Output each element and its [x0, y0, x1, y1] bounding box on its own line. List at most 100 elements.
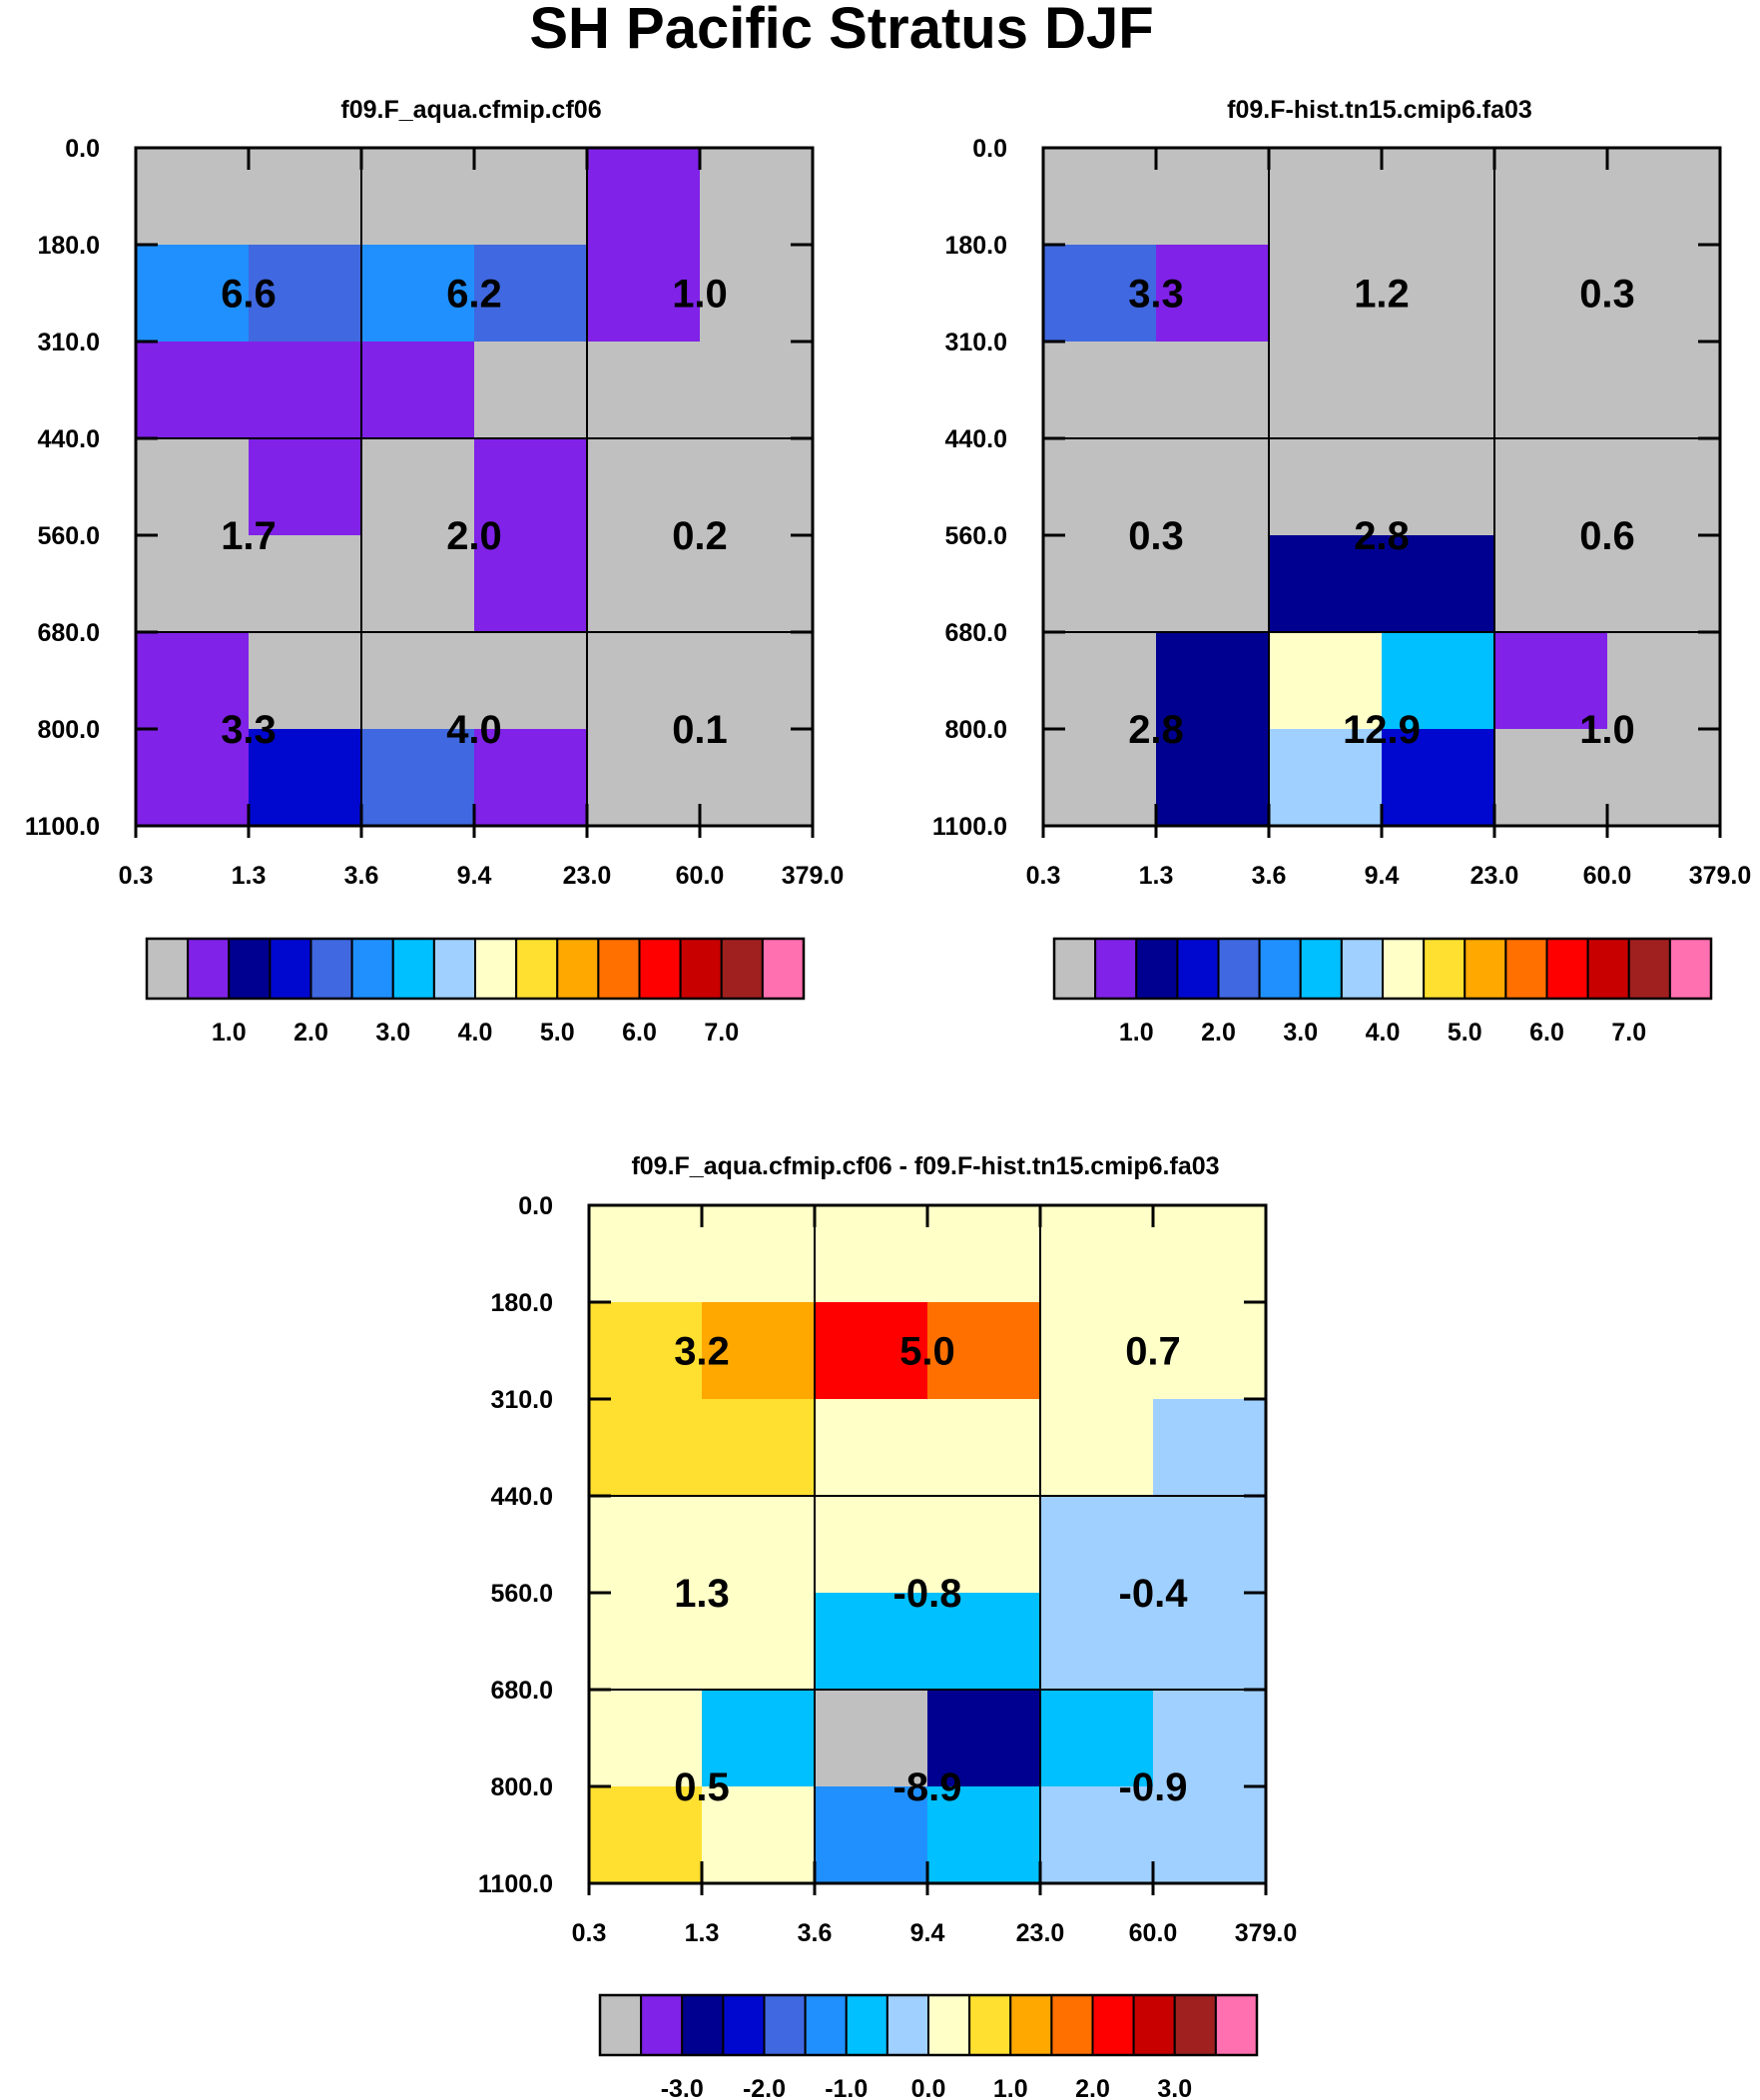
x-tick-label: 1.3: [685, 1919, 720, 1947]
panel-title: f09.F-hist.tn15.cmip6.fa03: [1227, 96, 1532, 124]
colorbar-swatch: [432, 938, 476, 1000]
heatmap-cell: [1494, 342, 1608, 439]
heatmap-cell: [927, 1593, 1041, 1691]
heatmap-cell: [702, 1690, 816, 1787]
y-tick-label: 1100.0: [932, 813, 1007, 841]
colorbar-swatch: [638, 938, 682, 1000]
heatmap-cell: [1043, 148, 1157, 198]
heatmap-cell: [1040, 1253, 1154, 1303]
heatmap-cell: [1153, 1496, 1267, 1594]
heatmap-cell: [702, 1496, 816, 1594]
x-tick-label: 60.0: [1583, 862, 1632, 890]
heatmap-cell: [136, 245, 250, 343]
cell-value-label: 1.7: [221, 514, 277, 558]
colorbar-swatch: [1627, 938, 1671, 1000]
y-tick-label: 440.0: [37, 425, 100, 453]
y-tick-label: 440.0: [490, 1483, 553, 1511]
x-tick-label: 23.0: [1470, 862, 1519, 890]
x-tick-label: 379.0: [1235, 1919, 1298, 1947]
heatmap-cell: [361, 342, 475, 439]
heatmap-cell: [815, 1786, 928, 1884]
heatmap-cell: [702, 1399, 816, 1497]
heatmap-cell: [1153, 1399, 1267, 1497]
colorbar-label: -2.0: [743, 2075, 786, 2100]
colorbar-label: 3.0: [1283, 1019, 1318, 1047]
heatmap-cell: [589, 1399, 703, 1497]
colorbar-swatch: [228, 938, 272, 1000]
heatmap-cell: [1153, 1690, 1267, 1787]
heatmap-cell: [136, 196, 250, 246]
x-tick-label: 379.0: [782, 862, 845, 890]
heatmap-cell: [815, 1690, 928, 1787]
heatmap-cell: [1269, 148, 1383, 198]
heatmap-cell: [136, 148, 250, 198]
heatmap-cell: [1494, 148, 1608, 198]
heatmap-cell: [361, 245, 475, 343]
heatmap-cell: [587, 342, 701, 439]
x-tick-label: 60.0: [676, 862, 725, 890]
heatmap-cell: [249, 729, 362, 827]
heatmap-cell: [1040, 1496, 1154, 1594]
cell-value-label: 1.0: [672, 273, 728, 317]
x-tick-label: 60.0: [1129, 1919, 1178, 1947]
colorbar-swatch: [681, 1994, 725, 2056]
colorbar-swatch: [556, 938, 600, 1000]
colorbar-label: 7.0: [1611, 1019, 1646, 1047]
heatmap-cell: [700, 342, 814, 439]
heatmap-cell: [587, 729, 701, 827]
x-tick-label: 0.3: [572, 1919, 607, 1947]
heatmap-cell: [1607, 342, 1721, 439]
colorbar-swatch: [1009, 1994, 1053, 2056]
x-tick-label: 9.4: [1365, 862, 1400, 890]
heatmap-cell: [589, 1690, 703, 1787]
colorbar-swatch: [1132, 1994, 1176, 2056]
heatmap-cell: [587, 438, 701, 536]
heatmap-cell: [815, 1593, 928, 1691]
cell-value-label: 5.0: [899, 1330, 955, 1374]
cell-value-label: 3.3: [221, 708, 277, 752]
heatmap-cell: [700, 148, 814, 198]
colorbar-label: 1.0: [993, 2075, 1028, 2100]
x-tick-label: 9.4: [910, 1919, 945, 1947]
colorbar-swatch: [722, 1994, 766, 2056]
y-tick-label: 180.0: [490, 1289, 553, 1317]
colorbar-swatch: [1668, 938, 1712, 1000]
heatmap-cell: [1043, 632, 1157, 730]
cell-value-label: 2.8: [1354, 514, 1410, 558]
colorbar-swatch: [763, 1994, 807, 2056]
heatmap-cell: [1156, 729, 1270, 827]
cell-value-label: 1.3: [674, 1572, 730, 1616]
heatmap-cell: [587, 148, 701, 198]
colorbar-swatch: [1214, 1994, 1258, 2056]
heatmap-cell: [1269, 342, 1383, 439]
heatmap-cell: [1269, 729, 1383, 827]
colorbar-swatch: [1094, 938, 1138, 1000]
cell-value-label: 2.0: [446, 514, 502, 558]
heatmap-cell: [1043, 729, 1157, 827]
y-tick-label: 680.0: [37, 619, 100, 647]
heatmap-cell: [1382, 438, 1495, 536]
heatmap-cell: [587, 632, 701, 730]
x-tick-label: 23.0: [563, 862, 612, 890]
y-tick-label: 800.0: [37, 716, 100, 744]
heatmap-cell: [927, 1205, 1041, 1255]
heatmap-cell: [361, 632, 475, 730]
heatmap-cell: [474, 535, 588, 633]
colorbar-label: 7.0: [704, 1019, 739, 1047]
heatmap-cell: [1494, 245, 1608, 343]
panel-model-a: f09.F_aqua.cfmip.cf06 0.0 180.0 310.0 440.0…: [25, 96, 844, 1047]
heatmap-cell: [700, 245, 814, 343]
heatmap-cell: [815, 1253, 928, 1303]
y-tick-label: 310.0: [490, 1386, 553, 1414]
colorbar-swatch: [474, 938, 518, 1000]
panel-title: f09.F_aqua.cfmip.cf06 - f09.F-hist.tn15.…: [631, 1152, 1219, 1180]
colorbar-swatch: [1340, 938, 1384, 1000]
colorbar-swatch: [1176, 938, 1220, 1000]
colorbar-label: 4.0: [458, 1019, 493, 1047]
y-tick-label: 680.0: [944, 619, 1007, 647]
figure-title: SH Pacific Stratus DJF: [529, 0, 1153, 61]
heatmap-cell: [249, 535, 362, 633]
x-tick-label: 3.6: [1252, 862, 1287, 890]
heatmap-cell: [815, 1205, 928, 1255]
